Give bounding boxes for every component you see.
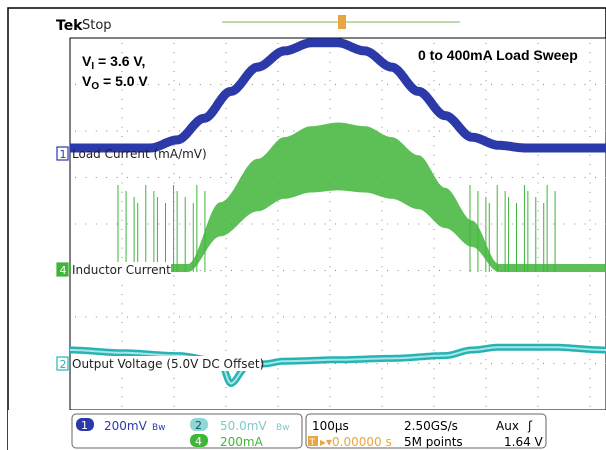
timebase-readout[interactable]: 100µs xyxy=(312,419,349,433)
svg-text:200mV: 200mV xyxy=(104,419,148,433)
ch4-scale-readout[interactable]: 4 200mA xyxy=(190,434,264,449)
brand-label: Tek xyxy=(56,18,83,34)
svg-text:1: 1 xyxy=(60,148,67,161)
svg-text:1: 1 xyxy=(81,419,88,432)
ch1-scale-readout[interactable]: 1 200mV Bw xyxy=(76,418,166,433)
svg-text:Bw: Bw xyxy=(276,423,290,433)
channel-2-marker[interactable]: 2 xyxy=(56,356,69,371)
channel-4-marker[interactable]: 4 xyxy=(56,262,69,277)
sweep-annotation: 0 to 400mA Load Sweep xyxy=(418,47,578,63)
svg-text:50.0mV: 50.0mV xyxy=(220,419,267,433)
inductor-current-trace xyxy=(70,122,606,272)
svg-text:▸▾0.00000 s: ▸▾0.00000 s xyxy=(320,435,392,449)
channel-2-label-bg xyxy=(71,356,261,371)
acquisition-state: Stop xyxy=(82,18,112,33)
trigger-slope-icon: ʃ xyxy=(527,419,533,433)
svg-text:4: 4 xyxy=(60,264,67,277)
trigger-level-readout[interactable]: 1.64 V xyxy=(504,435,544,449)
channel-1-label: Load Current (mA/mV) xyxy=(72,147,207,161)
trigger-position-marker[interactable] xyxy=(338,15,346,29)
ch2-scale-readout[interactable]: 2 50.0mV Bw xyxy=(190,418,290,433)
channel-4-label-bg xyxy=(71,262,171,277)
horizontal-settings-box[interactable] xyxy=(305,413,547,449)
vi-annotation: VI = 3.6 V, xyxy=(82,53,145,72)
channel-1-marker[interactable]: 1 xyxy=(56,146,69,161)
trigger-position-icon: T xyxy=(309,438,316,448)
output-voltage-trace-highlight xyxy=(70,346,606,385)
trigger-source-readout[interactable]: Aux xyxy=(496,419,519,433)
waveform-layer xyxy=(66,38,606,387)
record-length-readout: 5M points xyxy=(404,435,463,449)
vo-annotation: VO = 5.0 V xyxy=(82,73,148,92)
channel-2-label: Output Voltage (5.0V DC Offset) xyxy=(72,357,264,371)
load-current-trace xyxy=(66,38,606,153)
svg-text:200mA: 200mA xyxy=(220,435,264,449)
svg-text:4: 4 xyxy=(195,435,202,448)
svg-text:2: 2 xyxy=(195,419,202,432)
svg-text:Bw: Bw xyxy=(152,423,166,433)
graticule-grid xyxy=(75,43,606,407)
sample-rate-readout: 2.50GS/s xyxy=(404,419,458,433)
trigger-position-readout[interactable]: T ▸▾0.00000 s xyxy=(308,435,392,449)
svg-text:2: 2 xyxy=(60,358,67,371)
vertical-settings-box[interactable] xyxy=(71,413,303,449)
channel-4-label: Inductor Current xyxy=(72,263,171,277)
